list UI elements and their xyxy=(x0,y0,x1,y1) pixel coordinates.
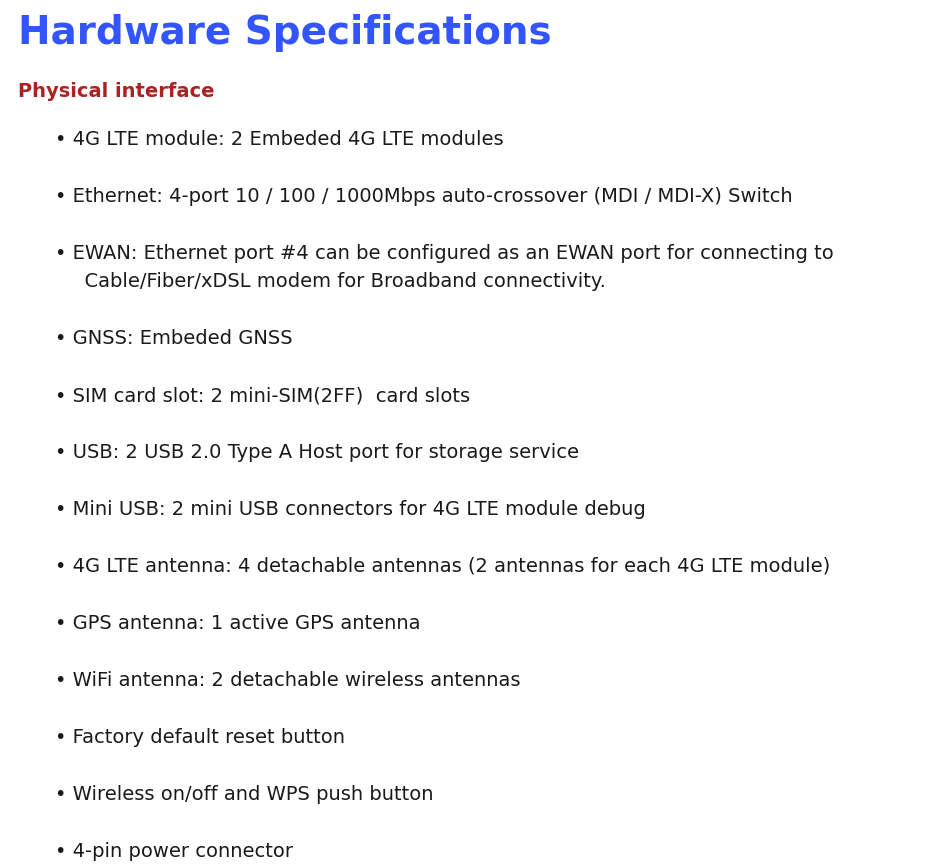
Text: • 4G LTE module: 2 Embeded 4G LTE modules: • 4G LTE module: 2 Embeded 4G LTE module… xyxy=(55,130,503,149)
Text: • Ethernet: 4-port 10 / 100 / 1000Mbps auto-crossover (MDI / MDI-X) Switch: • Ethernet: 4-port 10 / 100 / 1000Mbps a… xyxy=(55,187,793,206)
Text: Hardware Specifications: Hardware Specifications xyxy=(18,14,551,52)
Text: • Wireless on/off and WPS push button: • Wireless on/off and WPS push button xyxy=(55,785,434,804)
Text: Physical interface: Physical interface xyxy=(18,82,214,101)
Text: • GPS antenna: 1 active GPS antenna: • GPS antenna: 1 active GPS antenna xyxy=(55,614,421,633)
Text: • GNSS: Embeded GNSS: • GNSS: Embeded GNSS xyxy=(55,329,293,348)
Text: • Mini USB: 2 mini USB connectors for 4G LTE module debug: • Mini USB: 2 mini USB connectors for 4G… xyxy=(55,500,646,519)
Text: • Factory default reset button: • Factory default reset button xyxy=(55,728,345,747)
Text: • 4G LTE antenna: 4 detachable antennas (2 antennas for each 4G LTE module): • 4G LTE antenna: 4 detachable antennas … xyxy=(55,557,830,576)
Text: • USB: 2 USB 2.0 Type A Host port for storage service: • USB: 2 USB 2.0 Type A Host port for st… xyxy=(55,443,579,462)
Text: Cable/Fiber/xDSL modem for Broadband connectivity.: Cable/Fiber/xDSL modem for Broadband con… xyxy=(72,272,606,291)
Text: • 4-pin power connector: • 4-pin power connector xyxy=(55,842,293,861)
Text: • EWAN: Ethernet port #4 can be configured as an EWAN port for connecting to: • EWAN: Ethernet port #4 can be configur… xyxy=(55,244,834,263)
Text: • WiFi antenna: 2 detachable wireless antennas: • WiFi antenna: 2 detachable wireless an… xyxy=(55,671,520,690)
Text: • SIM card slot: 2 mini-SIM(2FF)  card slots: • SIM card slot: 2 mini-SIM(2FF) card sl… xyxy=(55,386,470,405)
